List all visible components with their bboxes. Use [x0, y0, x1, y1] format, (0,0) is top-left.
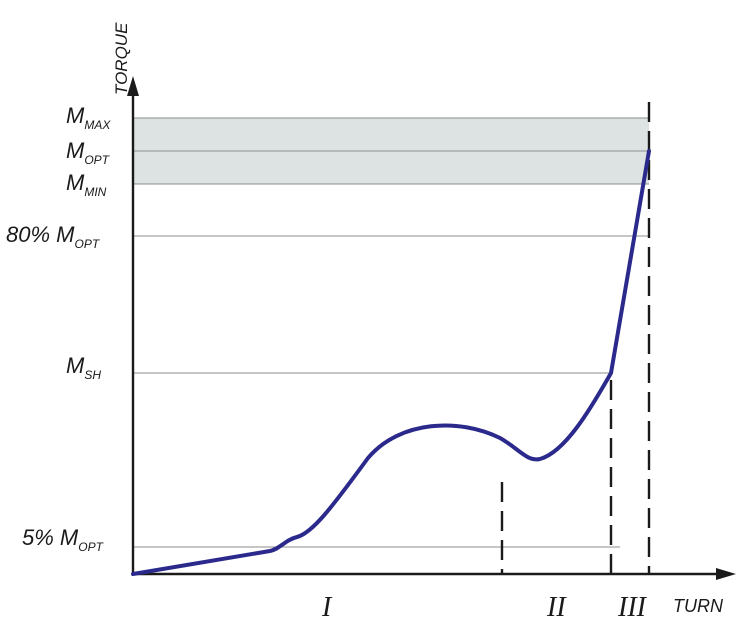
- x-axis-label: TURN: [673, 596, 724, 616]
- m-opt-label: MOPT: [66, 138, 111, 167]
- y-axis-arrow-icon: [127, 76, 139, 96]
- m-max-label: MMAX: [66, 103, 111, 132]
- x-axis-arrow-icon: [716, 568, 736, 580]
- zone-label-2: II: [546, 592, 567, 619]
- pct80-label: 80% MOPT: [6, 222, 101, 251]
- pct5-label: 5% MOPT: [22, 525, 105, 554]
- torque-curve: [131, 149, 651, 576]
- zone-label-3: III: [617, 592, 648, 619]
- y-axis-label: TORQUE: [112, 22, 131, 95]
- m-min-label: MMIN: [66, 170, 107, 199]
- m-sh-label: MSH: [66, 353, 101, 382]
- zone-label-1: I: [321, 592, 333, 619]
